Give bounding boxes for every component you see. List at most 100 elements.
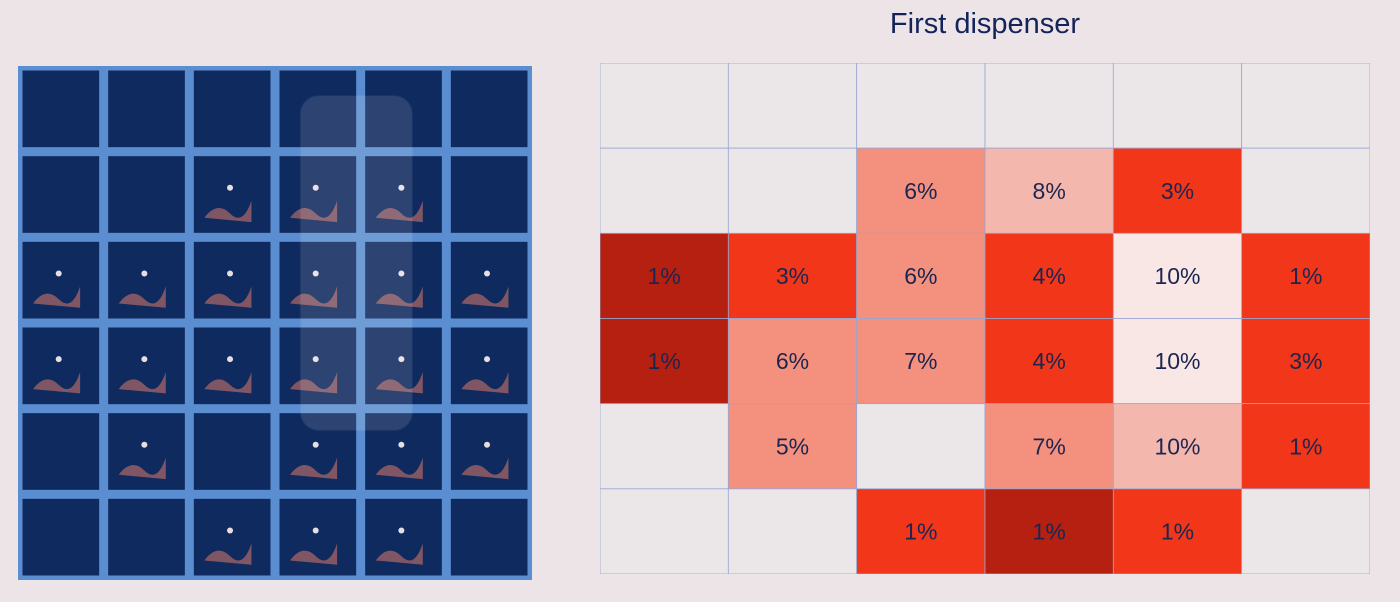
liquid-droplet — [204, 286, 252, 308]
light-reflection — [484, 441, 491, 448]
rack-bar-horizontal — [18, 575, 532, 580]
light-reflection — [312, 527, 319, 534]
liquid-droplet — [375, 457, 423, 480]
heatmap-cell — [984, 488, 1114, 574]
liquid-droplet — [461, 371, 509, 394]
heatmap-cell — [984, 63, 1114, 149]
heatmap-cell-label: 3% — [776, 263, 809, 289]
heatmap-cell — [856, 488, 986, 574]
heatmap-cell-label: 8% — [1033, 178, 1066, 204]
light-reflection — [398, 356, 405, 363]
liquid-droplet — [33, 286, 81, 308]
heatmap-cell-label: 1% — [1161, 518, 1194, 544]
heatmap-cell — [600, 63, 729, 149]
heatmap-cell — [600, 147, 729, 234]
heatmap-cell — [1241, 318, 1370, 405]
heatmap-cell — [727, 232, 858, 319]
heatmap-cell — [727, 147, 858, 234]
liquid-droplet — [375, 543, 423, 565]
liquid-droplet — [33, 371, 81, 394]
liquid-droplet — [375, 286, 423, 308]
heatmap-cell — [727, 488, 858, 574]
light-reflection — [484, 270, 491, 277]
light-reflection — [55, 270, 62, 277]
heatmap-cell — [1112, 63, 1243, 149]
heatmap-cell-label: 3% — [1289, 348, 1322, 374]
liquid-droplet — [375, 200, 423, 223]
liquid-droplet — [118, 286, 166, 308]
liquid-droplet — [204, 543, 252, 565]
light-reflection — [55, 356, 62, 363]
heatmap-cell — [1241, 488, 1370, 574]
liquid-droplet — [375, 371, 423, 394]
heatmap-cell-label: 1% — [1289, 263, 1322, 289]
well-plate-photo — [18, 66, 532, 580]
liquid-droplet — [118, 371, 166, 394]
rack-bar-horizontal — [18, 318, 532, 328]
liquid-droplet — [204, 200, 252, 223]
heatmap-cell — [1241, 63, 1370, 149]
light-reflection — [398, 527, 405, 534]
heatmap-cell-label: 10% — [1154, 348, 1200, 374]
heatmap-cell-label: 1% — [648, 348, 681, 374]
liquid-droplet — [290, 371, 338, 394]
transparent-film — [299, 94, 414, 432]
heatmap-cell — [856, 318, 986, 405]
rack-bar-vertical — [441, 66, 451, 580]
liquid-droplet — [290, 457, 338, 480]
heatmap-cell — [600, 403, 729, 490]
light-reflection — [227, 356, 234, 363]
liquid-droplet — [118, 457, 166, 480]
heatmap-cell — [1112, 147, 1243, 234]
heatmap-cell — [1112, 318, 1243, 405]
heatmap-cell — [727, 63, 858, 149]
light-reflection — [312, 184, 319, 191]
heatmap-cell-label: 7% — [1033, 433, 1066, 459]
heatmap-cell — [600, 488, 729, 574]
well-plate-image — [18, 66, 532, 580]
heatmap-cell — [856, 232, 986, 319]
heatmap-cell — [984, 147, 1114, 234]
heatmap-cell — [1241, 232, 1370, 319]
liquid-droplet — [461, 457, 509, 480]
liquid-droplet — [290, 286, 338, 308]
heatmap-cell — [600, 318, 729, 405]
heatmap-cell — [1112, 488, 1243, 574]
heatmap-cell-label: 3% — [1161, 178, 1194, 204]
heatmap-cell — [600, 232, 729, 319]
liquid-droplet — [290, 200, 338, 223]
heatmap-cell — [984, 318, 1114, 405]
heatmap-cell — [1241, 147, 1370, 234]
heatmap-cell-label: 1% — [648, 263, 681, 289]
heatmap-cell — [856, 63, 986, 149]
rack-bar-horizontal — [18, 489, 532, 499]
liquid-droplet — [461, 286, 509, 308]
heatmap-cell — [1241, 403, 1370, 490]
heatmap-cell — [856, 403, 986, 490]
heatmap-cell-label: 6% — [904, 263, 937, 289]
light-reflection — [312, 356, 319, 363]
light-reflection — [141, 441, 148, 448]
light-reflection — [141, 356, 148, 363]
heatmap-cell-label: 1% — [1033, 518, 1066, 544]
heatmap-cell-label: 10% — [1154, 263, 1200, 289]
light-reflection — [398, 270, 405, 277]
light-reflection — [312, 270, 319, 277]
heatmap-cell-label: 4% — [1033, 348, 1066, 374]
light-reflection — [312, 441, 319, 448]
light-reflection — [398, 184, 405, 191]
heatmap-cell — [984, 232, 1114, 319]
liquid-droplet — [204, 371, 252, 394]
heatmap-cell-label: 7% — [904, 348, 937, 374]
heatmap-cell-label: 1% — [1289, 433, 1322, 459]
heatmap-grid: 6% 8% 3% 1% 3% 6% 4% 10% 1% 1% 6% 7% 4% 10% 3% 5% 7% 10% 1… — [600, 63, 1370, 574]
heatmap-cell-label: 10% — [1154, 433, 1200, 459]
light-reflection — [227, 527, 234, 534]
rack-bar-horizontal — [18, 404, 532, 414]
light-reflection — [398, 441, 405, 448]
heatmap-cell — [1112, 403, 1243, 490]
heatmap-cell-label: 1% — [904, 518, 937, 544]
heatmap-chart: 6% 8% 3% 1% 3% 6% 4% 10% 1% 1% 6% 7% 4% 10% 3% 5% 7% 10% 1… — [600, 63, 1370, 574]
light-reflection — [484, 356, 491, 363]
heatmap-cell — [984, 403, 1114, 490]
